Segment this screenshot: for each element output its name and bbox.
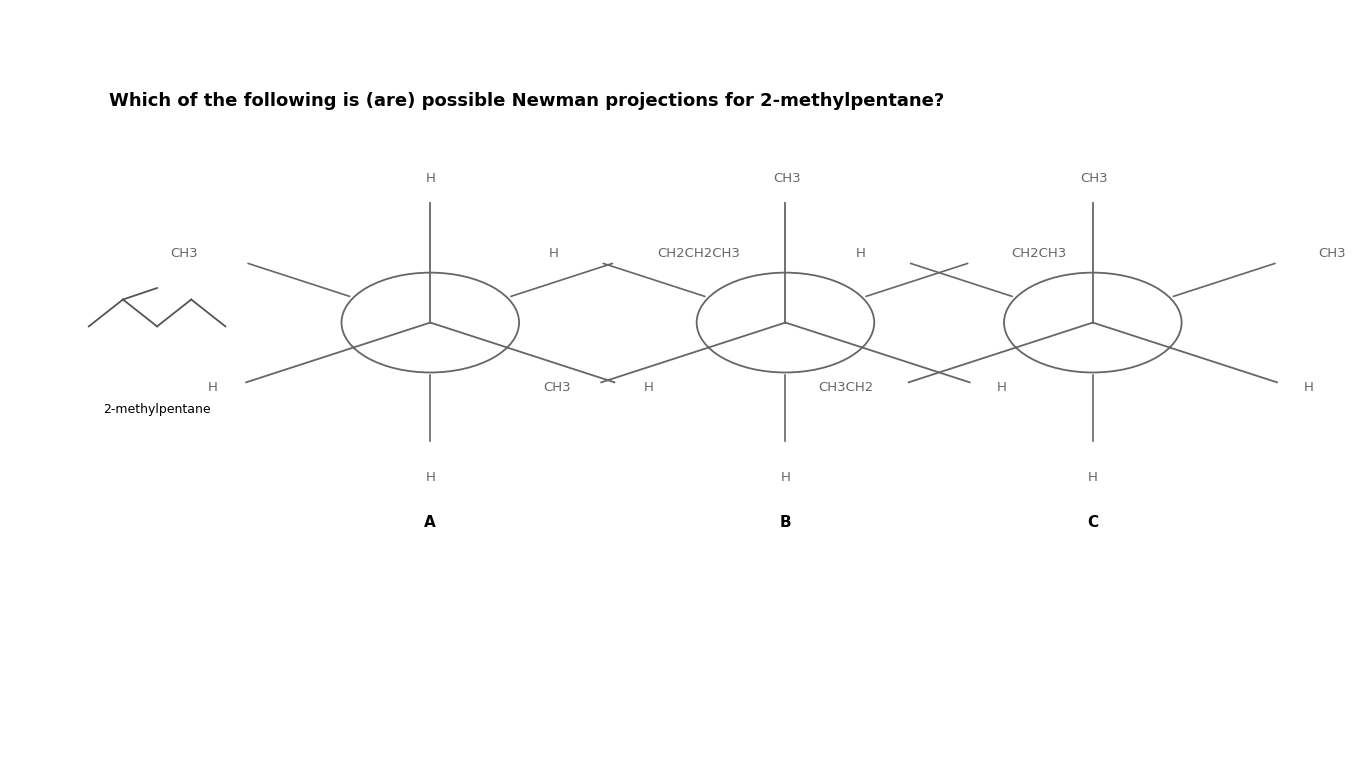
Text: CH3: CH3 (544, 382, 571, 395)
Text: Which of the following is (are) possible Newman projections for 2-methylpentane?: Which of the following is (are) possible… (109, 92, 944, 110)
Text: H: H (1305, 380, 1314, 393)
Text: CH3: CH3 (1318, 247, 1346, 260)
Text: CH2CH3: CH2CH3 (1011, 247, 1067, 260)
Text: H: H (855, 247, 866, 260)
Text: 2-methylpentane: 2-methylpentane (104, 403, 210, 416)
Text: H: H (997, 380, 1007, 393)
Text: A: A (425, 515, 436, 530)
Text: CH3: CH3 (171, 247, 198, 260)
Text: H: H (643, 380, 653, 393)
Text: CH3: CH3 (773, 172, 800, 185)
Text: CH2CH2CH3: CH2CH2CH3 (657, 247, 740, 260)
Text: H: H (208, 380, 217, 393)
Text: B: B (780, 515, 791, 530)
Text: C: C (1087, 515, 1098, 530)
Text: H: H (548, 247, 559, 260)
Text: H: H (1087, 471, 1098, 484)
Text: H: H (780, 471, 791, 484)
Text: H: H (425, 471, 436, 484)
Text: CH3: CH3 (1081, 172, 1108, 185)
Text: CH3CH2: CH3CH2 (818, 382, 873, 395)
Text: H: H (425, 172, 436, 185)
